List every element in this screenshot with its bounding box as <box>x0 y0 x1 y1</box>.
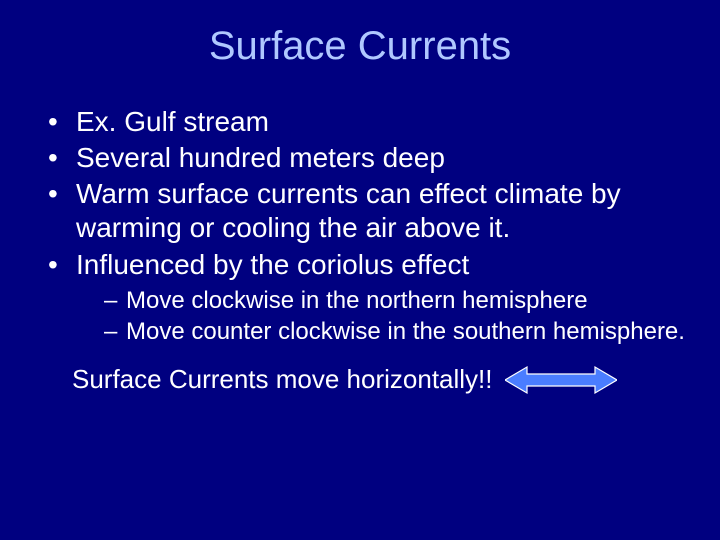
closing-row: Surface Currents move horizontally!! <box>30 364 690 395</box>
sub-bullet-list: Move clockwise in the northern hemispher… <box>76 286 690 347</box>
sub-bullet-item: Move counter clockwise in the southern h… <box>104 317 690 346</box>
bullet-item: Warm surface currents can effect climate… <box>48 177 690 245</box>
main-bullet-list: Ex. Gulf stream Several hundred meters d… <box>30 105 690 346</box>
bullet-item: Several hundred meters deep <box>48 141 690 175</box>
bullet-item: Ex. Gulf stream <box>48 105 690 139</box>
closing-text: Surface Currents move horizontally!! <box>72 364 493 395</box>
sub-bullet-item: Move clockwise in the northern hemispher… <box>104 286 690 315</box>
double-arrow-icon <box>505 365 617 395</box>
bullet-item: Influenced by the coriolus effect Move c… <box>48 248 690 347</box>
slide-title: Surface Currents <box>30 24 690 69</box>
bullet-text: Influenced by the coriolus effect <box>76 249 469 280</box>
